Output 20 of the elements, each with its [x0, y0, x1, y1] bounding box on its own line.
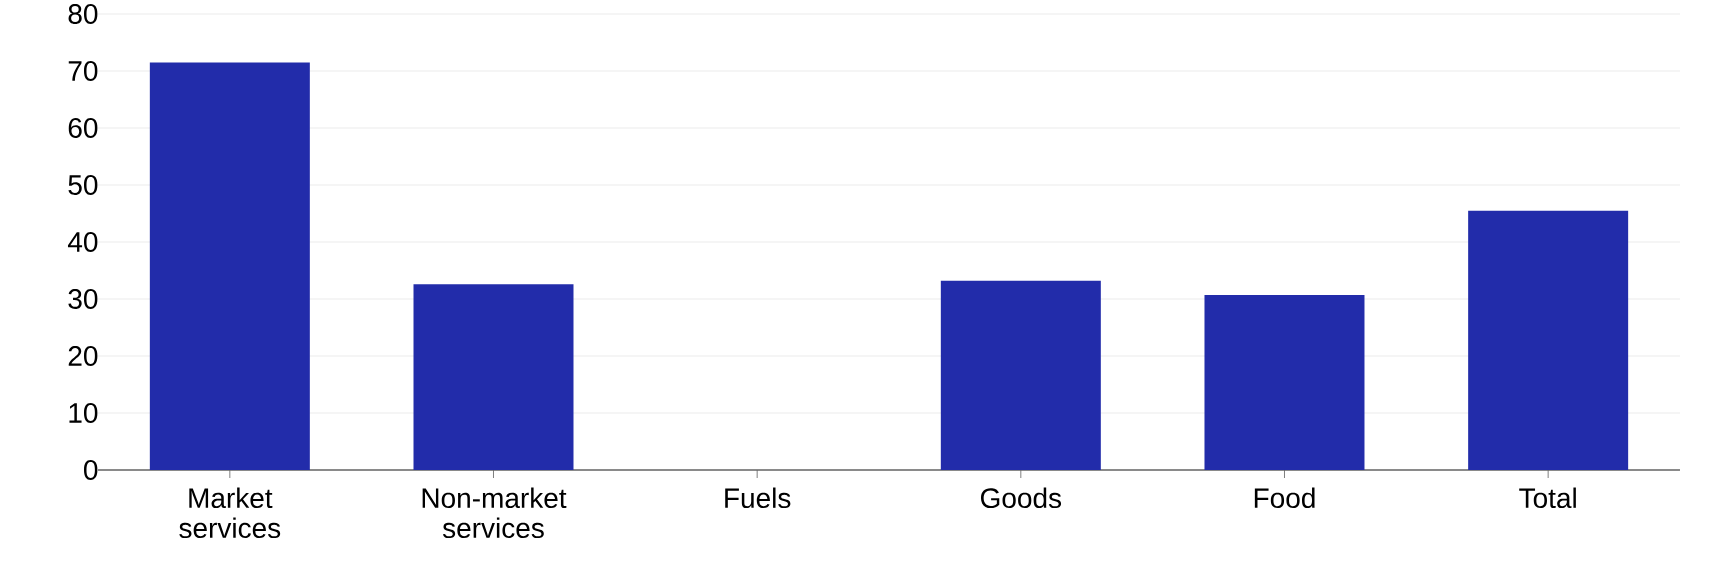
y-tick-label: 0 — [84, 460, 98, 480]
bar — [413, 284, 574, 470]
x-tick-label: Non-market services — [422, 487, 567, 539]
y-tick-label: 40 — [67, 232, 98, 252]
x-tick-label: Goods — [980, 487, 1062, 509]
y-tick-label: 10 — [69, 403, 98, 423]
bar — [149, 62, 310, 470]
y-tick-label: 60 — [68, 118, 98, 138]
y-tick-label: 30 — [68, 289, 98, 309]
bar — [940, 280, 1101, 470]
y-tick-label: 80 — [68, 4, 98, 24]
y-tick-label: 50 — [68, 175, 98, 195]
x-tick-label: Total — [1519, 487, 1576, 509]
y-tick-label: 20 — [68, 346, 98, 366]
bar — [1468, 210, 1629, 470]
x-tick-label: Fuels — [725, 487, 791, 509]
bar — [1204, 295, 1365, 470]
x-tick-label: Market services — [179, 487, 281, 539]
x-tick-label: Food — [1254, 487, 1315, 509]
y-tick-label: 70 — [68, 61, 98, 81]
